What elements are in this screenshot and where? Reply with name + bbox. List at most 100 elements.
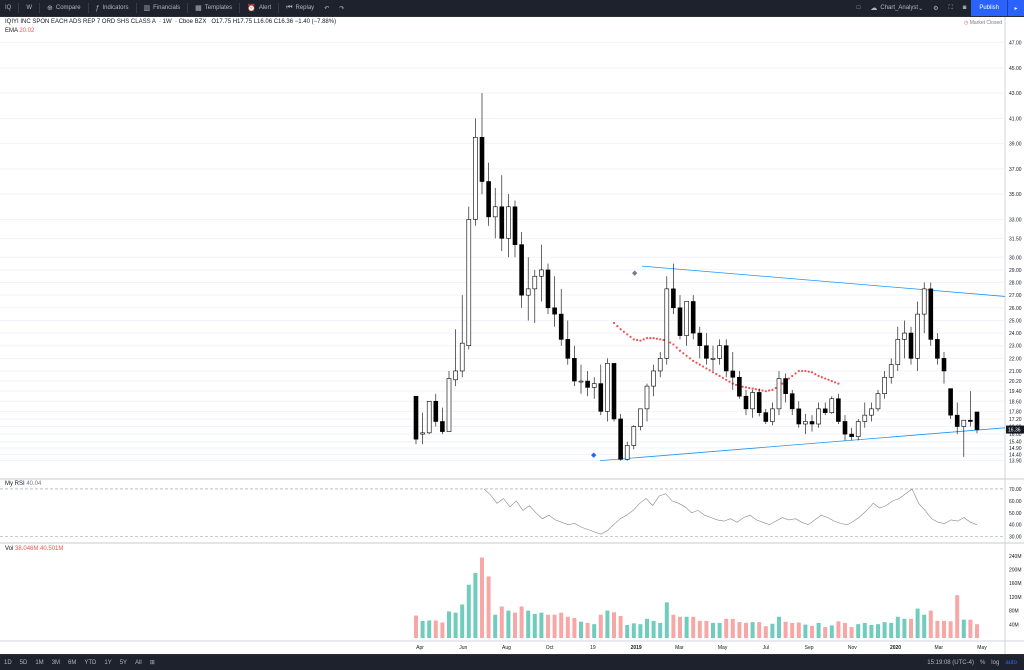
candle-body — [440, 421, 445, 432]
chart-area[interactable]: ◆ ◆ 47.00 45.00 43.00 41.00 39.00 37.00 35.00 33… — [0, 17, 1024, 654]
range-button-6m[interactable]: 6M — [68, 659, 77, 666]
volume-bar — [658, 622, 663, 638]
candle-body — [770, 408, 775, 422]
auto-toggle[interactable]: auto — [1005, 659, 1017, 666]
range-button-1m[interactable]: 1M — [35, 659, 44, 666]
cloud-icon: ☁ — [870, 5, 878, 12]
chart-canvas[interactable]: ◆◆ 47.0045.0043.0041.0039.0037.0035.0033… — [0, 17, 1024, 654]
financials-button[interactable]: ▥ Financials — [139, 0, 186, 16]
alert-button[interactable]: ⏰ Alert — [242, 0, 276, 16]
ema-point — [678, 349, 682, 352]
ema-point — [820, 376, 824, 379]
volume-bar — [975, 624, 979, 638]
price-tick-label: 25.00 — [1009, 318, 1022, 324]
support-trendline — [599, 427, 1006, 462]
candle-body — [473, 137, 478, 220]
range-button-ytd[interactable]: YTD — [84, 659, 97, 666]
clock-icon: ◷ — [964, 20, 969, 26]
candle-body — [756, 392, 762, 413]
price-tick-label: 41.00 — [1009, 116, 1022, 122]
ema-point — [708, 369, 711, 372]
ema-point — [768, 389, 771, 392]
price-tick-label: 35.00 — [1009, 192, 1022, 198]
legend-interval: 1W — [162, 19, 172, 25]
percent-toggle[interactable]: % — [979, 659, 986, 666]
ema-point — [711, 371, 715, 374]
candle-body — [730, 370, 736, 378]
replay-button[interactable]: ⏮ Replay — [281, 0, 319, 16]
ema-point — [632, 338, 635, 341]
clock-label[interactable]: 15:19:08 (UTC-4) — [927, 659, 974, 666]
layout-name-button[interactable]: ☁ Chart_Analyst ⌄ — [865, 0, 928, 16]
range-button-1y[interactable]: 1Y — [104, 659, 112, 666]
play-icon: ▸ — [1014, 5, 1018, 12]
volume-bar — [493, 614, 498, 638]
compare-button[interactable]: ⊕ Compare — [42, 0, 86, 16]
price-tick-label: 21.00 — [1009, 369, 1022, 375]
gear-icon: ⚙ — [933, 5, 939, 12]
log-toggle[interactable]: log — [991, 659, 1000, 666]
divider — [39, 3, 41, 13]
bottom-toolbar: 1D 5D 1M 3M 6M YTD 1Y 5Y All ⊞ 15:19:08 (UTC-4) … — [0, 654, 1024, 670]
interval-button[interactable]: W — [21, 0, 37, 16]
time-tick-label: 19 — [590, 645, 596, 651]
snapshot-button[interactable]: ◙ — [958, 0, 972, 16]
range-button-5d[interactable]: 5D — [19, 659, 28, 666]
price-tick-label: 28.00 — [1009, 281, 1022, 287]
date-range-icon[interactable]: ⊞ — [149, 660, 155, 666]
indicators-label: Indicators — [102, 5, 129, 11]
layout-toggle-button[interactable]: □ — [852, 0, 866, 16]
ema-point — [807, 370, 810, 373]
ema-point — [702, 365, 705, 368]
candle-body — [651, 370, 656, 387]
volume-tick-label: 80M — [1009, 609, 1019, 615]
range-button-3m[interactable]: 3M — [51, 659, 61, 666]
volume-bar — [717, 622, 722, 638]
volume-bar — [935, 620, 940, 638]
time-tick-label: 2019 — [631, 645, 642, 651]
range-button-all[interactable]: All — [135, 659, 142, 666]
settings-button[interactable]: ⚙ — [928, 0, 943, 16]
templates-button[interactable]: ▦ Templates — [190, 0, 237, 16]
undo-button[interactable]: ↶ — [319, 0, 334, 16]
volume-bar — [849, 627, 854, 638]
earnings-marker: ◆ — [632, 270, 638, 277]
candle-body — [697, 332, 703, 346]
volume-bar — [618, 615, 623, 638]
redo-button[interactable]: ↷ — [334, 0, 349, 16]
fx-icon: ƒ — [95, 4, 100, 12]
rsi-line — [483, 488, 978, 535]
publish-menu-button[interactable]: ▸ — [1007, 0, 1024, 16]
ema-point — [791, 374, 794, 378]
volume-bar — [638, 624, 643, 638]
indicators-button[interactable]: ƒ Indicators — [91, 0, 134, 16]
price-tick-label: 27.00 — [1009, 293, 1022, 299]
ema-point — [616, 325, 619, 328]
fullscreen-button[interactable]: ⛶ — [943, 0, 957, 16]
candle-body — [875, 393, 881, 410]
candle-body — [499, 206, 505, 239]
volume-bar — [631, 623, 636, 638]
price-tick-label: 20.20 — [1009, 379, 1022, 385]
symbol-title: IQIYI INC SPON EACH ADS REP 7 ORD SHS CL… — [5, 19, 156, 25]
price-tick-label: 31.50 — [1009, 236, 1022, 242]
candle-body — [902, 332, 907, 340]
range-button-1d[interactable]: 1D — [4, 659, 12, 666]
volume-bar — [810, 625, 814, 638]
candle-body — [763, 412, 769, 422]
ema-point — [794, 372, 797, 375]
ema-point — [685, 354, 688, 357]
volume-bar — [447, 611, 451, 638]
symbol-search[interactable]: IQ — [0, 0, 16, 16]
publish-button[interactable]: Publish — [971, 0, 1007, 16]
ema-point — [814, 373, 817, 376]
volume-bar — [783, 621, 788, 638]
volume-bar — [750, 622, 755, 638]
volume-bar — [460, 604, 465, 638]
volume-bar — [572, 618, 577, 638]
volume-bar — [882, 622, 887, 638]
square-icon: □ — [856, 5, 861, 11]
range-button-5y[interactable]: 5Y — [119, 659, 128, 666]
candle-body — [750, 392, 755, 410]
rsi-label: My RSI — [5, 481, 25, 487]
